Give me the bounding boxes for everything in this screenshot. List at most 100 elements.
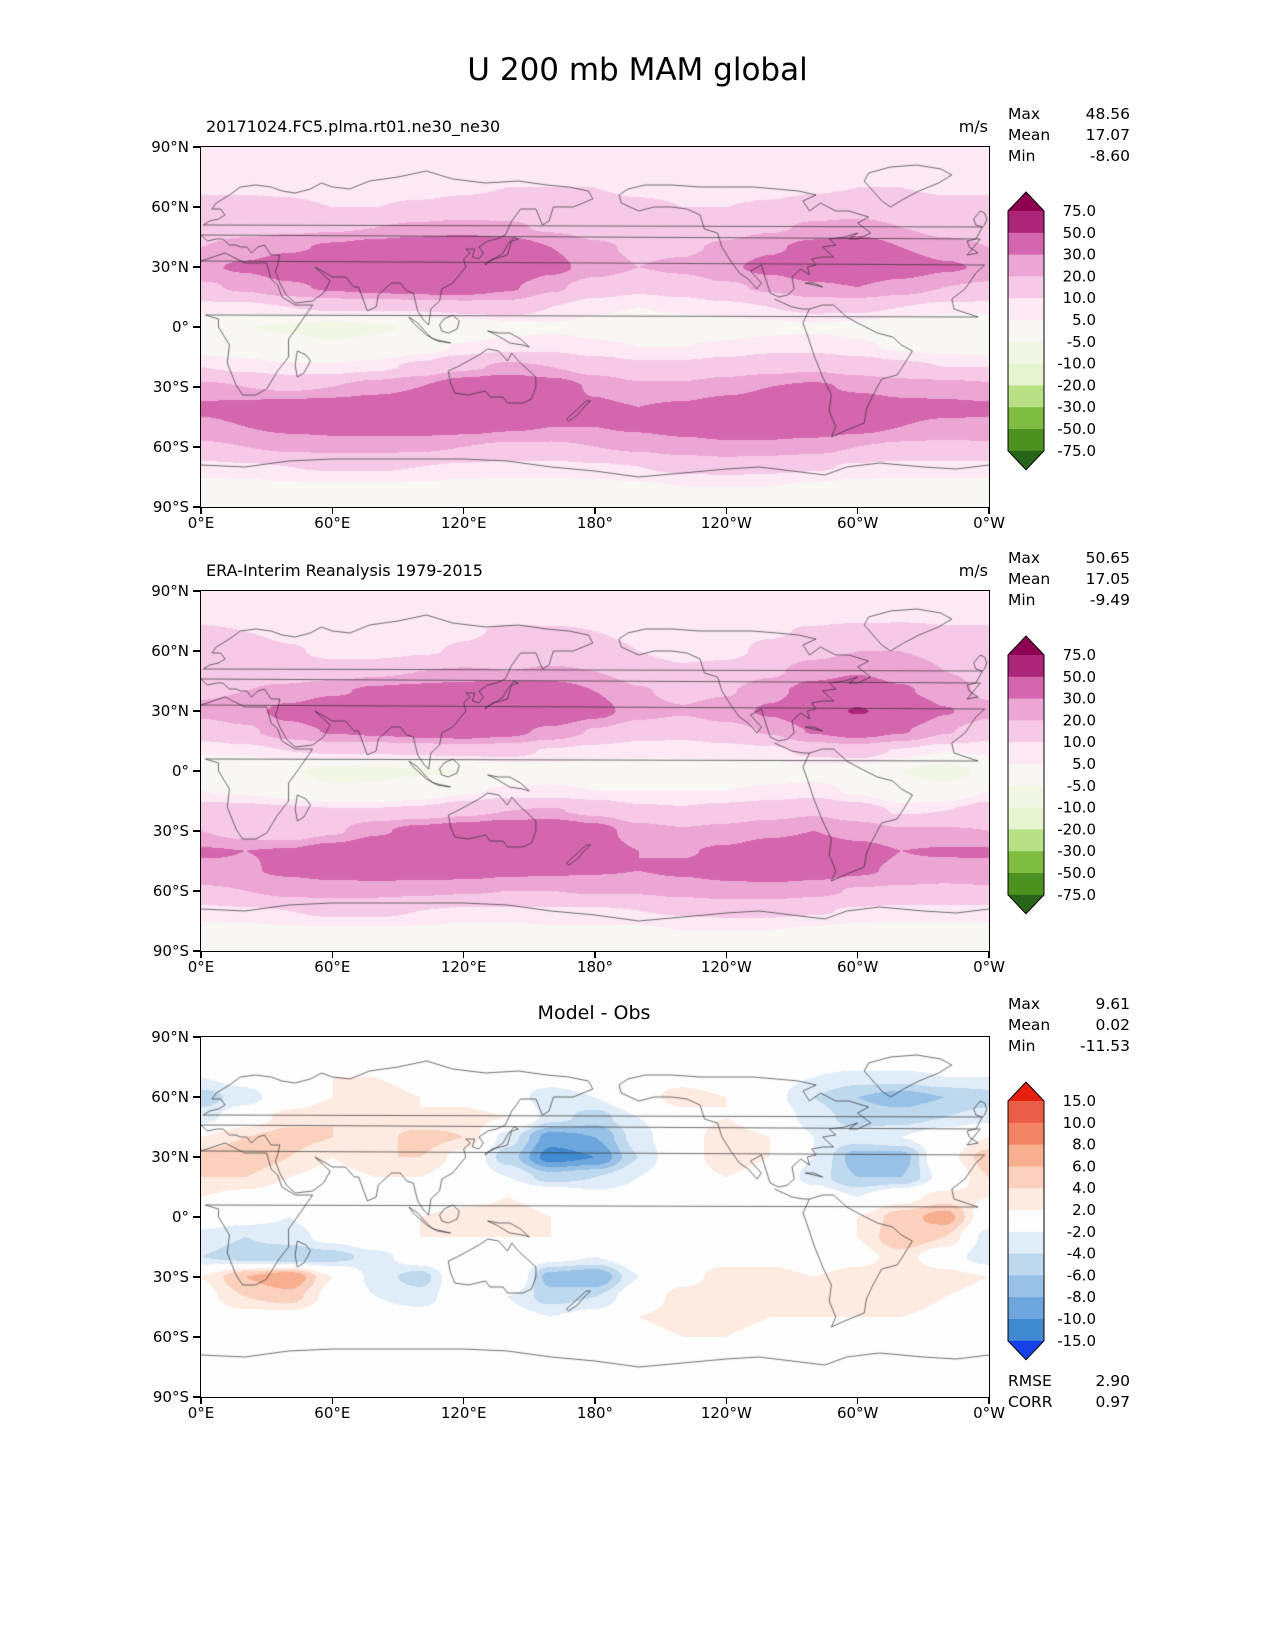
lat-tick-mark bbox=[193, 146, 200, 148]
colorbar-tick-label: 5.0 bbox=[1072, 755, 1096, 773]
lon-tick-mark bbox=[331, 951, 333, 958]
colorbar-tick-label: 15.0 bbox=[1063, 1092, 1096, 1110]
lon-tick-mark bbox=[857, 951, 859, 958]
panel3-stats: Max 9.61 Mean 0.02 Min -11.53 bbox=[1008, 994, 1130, 1057]
colorbar-tick-label: 6.0 bbox=[1072, 1157, 1096, 1175]
colorbar-tick-label: 10.0 bbox=[1063, 289, 1096, 307]
panel1-map-canvas bbox=[201, 147, 989, 507]
colorbar-tick-label: 20.0 bbox=[1063, 267, 1096, 285]
lat-tick-mark bbox=[193, 206, 200, 208]
lat-tick-mark bbox=[193, 506, 200, 508]
panel3-map-canvas bbox=[201, 1037, 989, 1397]
colorbar-tick-label: -50.0 bbox=[1057, 420, 1096, 438]
colorbar-tick-label: 5.0 bbox=[1072, 311, 1096, 329]
lat-tick-label: 30°S bbox=[152, 822, 189, 840]
panel2-stats: Max 50.65 Mean 17.05 Min -9.49 bbox=[1008, 548, 1130, 611]
lat-tick-mark bbox=[193, 446, 200, 448]
rmse-value: 2.90 bbox=[1095, 1372, 1130, 1390]
lon-tick-mark bbox=[725, 507, 727, 514]
panel1-stats: Max 48.56 Mean 17.07 Min -8.60 bbox=[1008, 104, 1130, 167]
lon-tick-mark bbox=[463, 1397, 465, 1404]
lon-tick-mark bbox=[857, 507, 859, 514]
colorbar-tick-label: -10.0 bbox=[1057, 355, 1096, 373]
lon-tick-label: 0°E bbox=[187, 514, 215, 532]
colorbar-tick-label: 30.0 bbox=[1063, 690, 1096, 708]
lon-tick-label: 120°W bbox=[700, 514, 752, 532]
lat-tick-label: 60°S bbox=[152, 882, 189, 900]
figure-title: U 200 mb MAM global bbox=[467, 52, 808, 88]
colorbar-tick-label: 50.0 bbox=[1063, 668, 1096, 686]
panel1-map: 90°N 60°N 30°N 0° 30°S 60°S 90°S 0°E 60°E 120°E 18… bbox=[151, 138, 1005, 532]
lon-tick-mark bbox=[463, 507, 465, 514]
panel1-stat-mean: Mean 17.07 bbox=[1008, 125, 1130, 146]
lon-tick-mark bbox=[331, 1397, 333, 1404]
panel1-units-label: m/s bbox=[958, 117, 988, 136]
colorbar-tick-label: -75.0 bbox=[1057, 442, 1096, 460]
panel3-map: 90°N 60°N 30°N 0° 30°S 60°S 90°S 0°E 60°E 120°E 18… bbox=[151, 1028, 1005, 1422]
min-label: Min bbox=[1008, 591, 1036, 609]
panel1-subtitle: 20171024.FC5.plma.rt01.ne30_ne30 bbox=[206, 117, 501, 136]
colorbar-tick-label: -5.0 bbox=[1067, 333, 1096, 351]
panel2-colorbar: 75.0 50.0 30.0 20.0 10.0 5.0 -5.0 -10.0 -20.0 -30… bbox=[1007, 635, 1096, 915]
lon-tick-label: 180° bbox=[576, 514, 614, 532]
panel2-units-label: m/s bbox=[958, 561, 988, 580]
lat-tick-label: 0° bbox=[171, 1208, 189, 1226]
min-label: Min bbox=[1008, 1037, 1036, 1055]
lat-tick-label: 60°N bbox=[151, 642, 189, 660]
max-label: Max bbox=[1008, 105, 1041, 123]
lon-tick-label: 0°E bbox=[187, 958, 215, 976]
lon-tick-mark bbox=[200, 951, 202, 958]
colorbar-tick-label: 75.0 bbox=[1063, 202, 1096, 220]
min-value: -9.49 bbox=[1089, 591, 1130, 609]
lat-tick-label: 90°N bbox=[151, 1028, 189, 1046]
panel1-stat-min: Min -8.60 bbox=[1008, 146, 1130, 167]
colorbar-tick-label: -6.0 bbox=[1067, 1266, 1096, 1284]
lon-tick-label: 60°E bbox=[314, 958, 351, 976]
lon-tick-mark bbox=[857, 1397, 859, 1404]
lon-tick-mark bbox=[725, 1397, 727, 1404]
lat-tick-label: 90°S bbox=[152, 498, 189, 516]
lat-tick-label: 60°S bbox=[152, 438, 189, 456]
max-value: 50.65 bbox=[1085, 549, 1130, 567]
lat-tick-mark bbox=[193, 1216, 200, 1218]
panel1-stat-max: Max 48.56 bbox=[1008, 104, 1130, 125]
max-value: 48.56 bbox=[1085, 105, 1130, 123]
panel3-stat-mean: Mean 0.02 bbox=[1008, 1015, 1130, 1036]
lat-tick-mark bbox=[193, 1096, 200, 1098]
lat-tick-mark bbox=[193, 650, 200, 652]
lat-tick-mark bbox=[193, 266, 200, 268]
lat-tick-label: 0° bbox=[171, 762, 189, 780]
colorbar-tick-label: 10.0 bbox=[1063, 1114, 1096, 1132]
lat-tick-label: 30°N bbox=[151, 702, 189, 720]
lon-tick-label: 120°W bbox=[700, 958, 752, 976]
lon-tick-mark bbox=[594, 951, 596, 958]
lon-tick-mark bbox=[463, 951, 465, 958]
lat-tick-mark bbox=[193, 950, 200, 952]
lon-tick-label: 0°E bbox=[187, 1404, 215, 1422]
colorbar-tick-label: 20.0 bbox=[1063, 711, 1096, 729]
colorbar-tick-label: -30.0 bbox=[1057, 398, 1096, 416]
lat-tick-label: 90°S bbox=[152, 1388, 189, 1406]
lat-tick-mark bbox=[193, 1276, 200, 1278]
lat-tick-label: 60°S bbox=[152, 1328, 189, 1346]
lat-tick-mark bbox=[193, 710, 200, 712]
lon-tick-mark bbox=[988, 951, 990, 958]
rmse-label: RMSE bbox=[1008, 1372, 1052, 1390]
lat-tick-mark bbox=[193, 770, 200, 772]
lat-tick-label: 0° bbox=[171, 318, 189, 336]
lon-tick-label: 0°W bbox=[973, 958, 1005, 976]
panel3-stat-min: Min -11.53 bbox=[1008, 1036, 1130, 1057]
lon-tick-mark bbox=[988, 1397, 990, 1404]
lon-tick-mark bbox=[594, 507, 596, 514]
lon-tick-label: 60°W bbox=[836, 1404, 879, 1422]
min-value: -11.53 bbox=[1080, 1037, 1130, 1055]
lon-tick-mark bbox=[331, 507, 333, 514]
colorbar-tick-label: -20.0 bbox=[1057, 820, 1096, 838]
panel3-colorbar: 15.0 10.0 8.0 6.0 4.0 2.0 -2.0 -4.0 -6.0 -8.0 -10.… bbox=[1007, 1081, 1096, 1361]
lat-tick-label: 30°S bbox=[152, 1268, 189, 1286]
colorbar-tick-label: -2.0 bbox=[1067, 1223, 1096, 1241]
min-value: -8.60 bbox=[1089, 147, 1130, 165]
mean-label: Mean bbox=[1008, 126, 1051, 144]
lon-tick-label: 120°E bbox=[440, 514, 487, 532]
mean-label: Mean bbox=[1008, 570, 1051, 588]
